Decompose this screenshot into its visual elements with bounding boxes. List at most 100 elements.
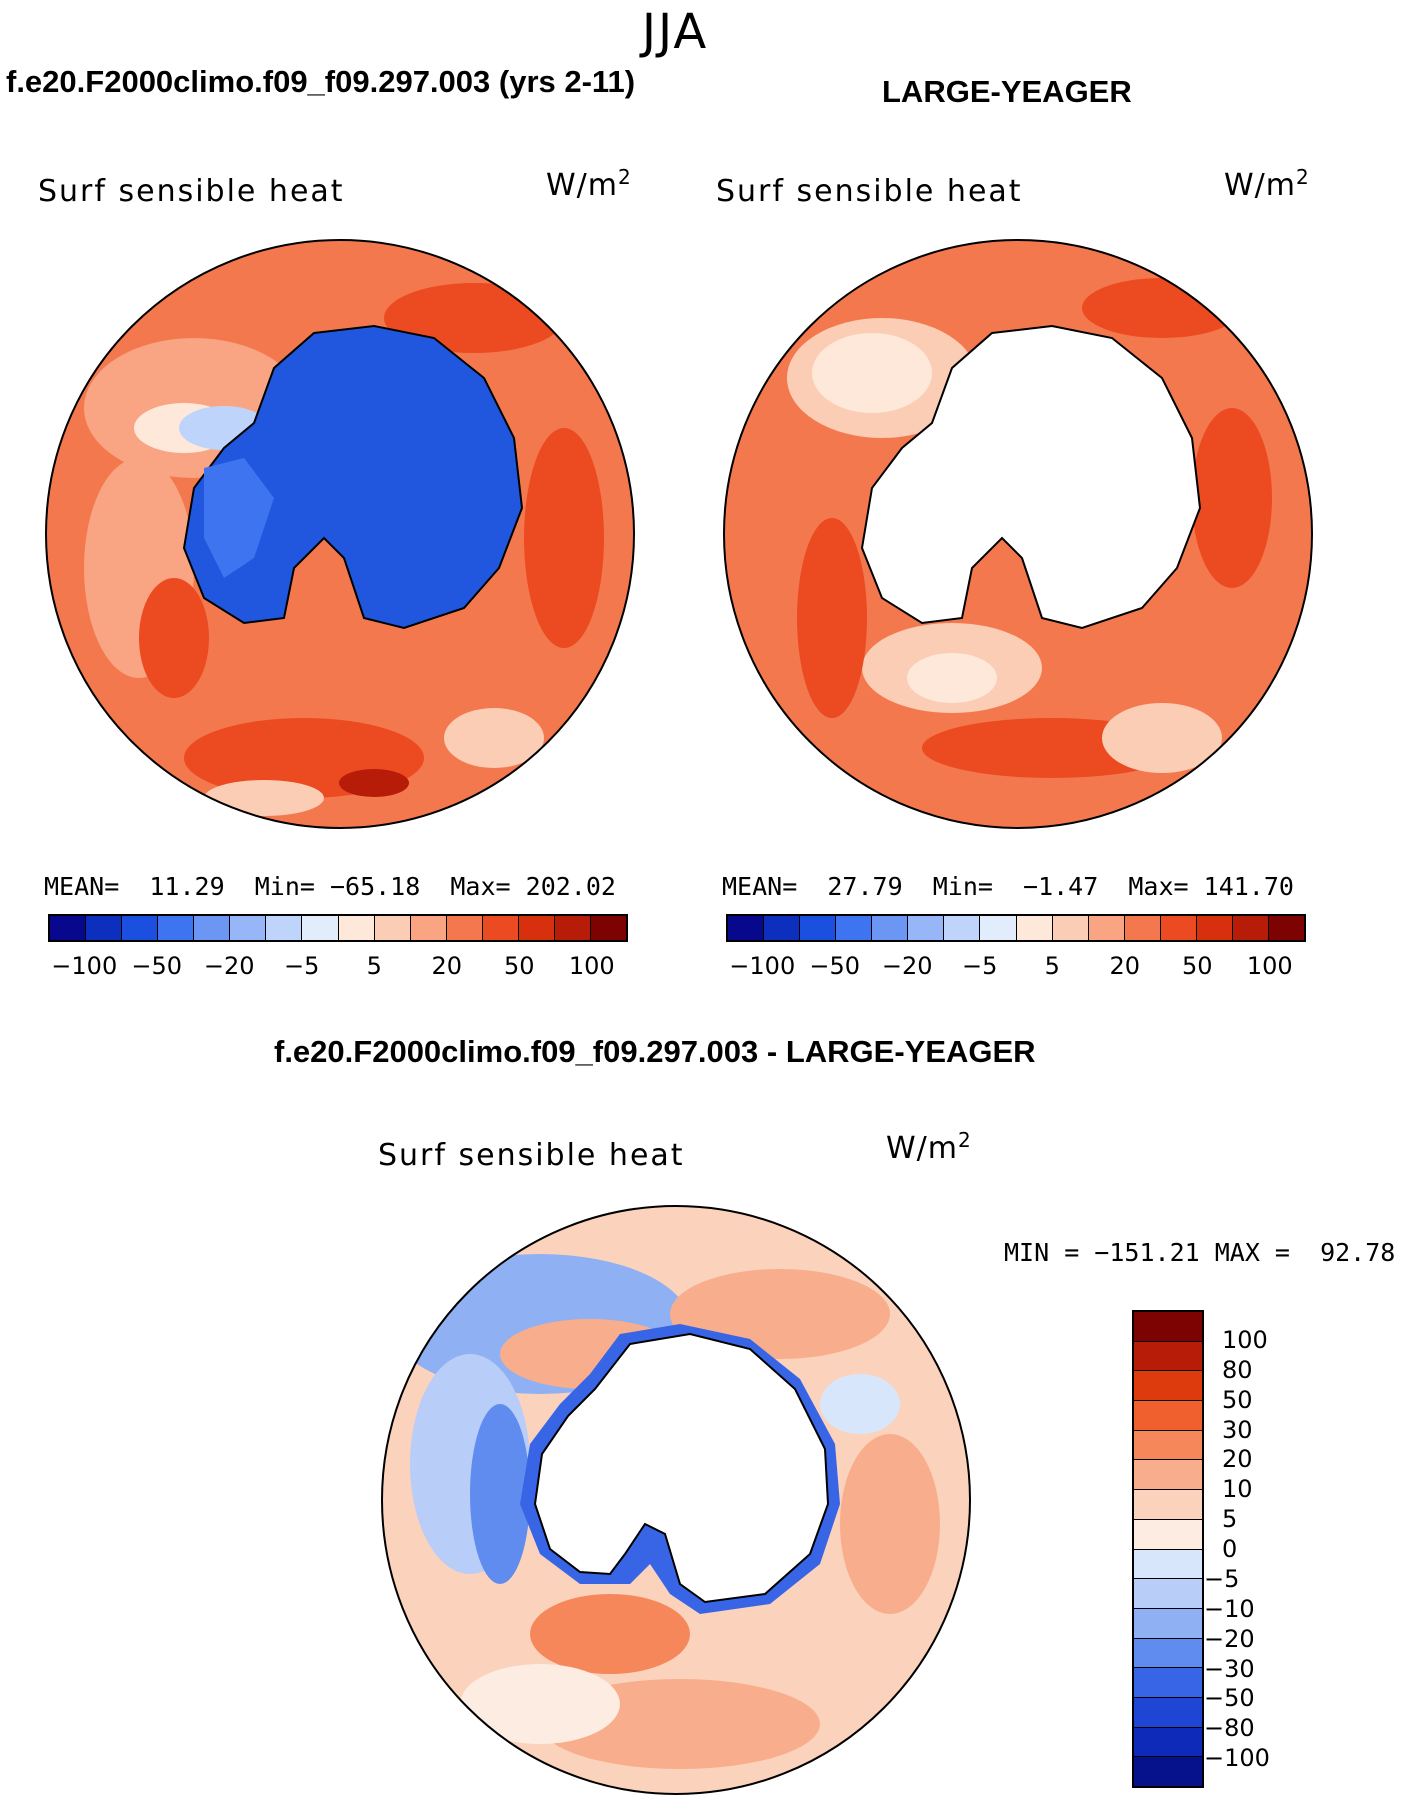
diff-colorbar-swatch — [1134, 1727, 1202, 1758]
left-polar-map — [45, 239, 635, 829]
diff-field-patch — [460, 1664, 620, 1744]
diff-colorbar-tick-label: 30 — [1222, 1415, 1253, 1444]
right-colorbar-swatch — [1232, 916, 1269, 940]
left-colorbar-tick-label: −50 — [131, 952, 183, 980]
right-colorbar-tick-label: −50 — [809, 952, 861, 980]
left-colorbar-tick-label: −5 — [284, 952, 320, 980]
left-colorbar-tick-label: 5 — [366, 952, 382, 980]
right-polar-map — [723, 239, 1313, 829]
diff-colorbar-swatch — [1134, 1549, 1202, 1580]
left-colorbar-swatch — [194, 916, 231, 940]
diff-field-patch — [820, 1374, 900, 1434]
left-colorbar-swatch — [554, 916, 591, 940]
right-colorbar-swatch — [764, 916, 801, 940]
right-colorbar-tick-label: −20 — [881, 952, 933, 980]
diff-colorbar-swatch — [1134, 1608, 1202, 1639]
diff-colorbar-tick-label: −30 — [1204, 1654, 1255, 1683]
season-title: JJA — [641, 4, 709, 60]
left-units: W/m2 — [546, 165, 632, 203]
right-colorbar-swatch — [1016, 916, 1053, 940]
right-colorbar-swatch — [908, 916, 945, 940]
left-field-patch — [204, 780, 324, 816]
left-field-patch — [524, 428, 604, 648]
diff-units: W/m2 — [886, 1128, 972, 1166]
diff-colorbar-tick-label: −5 — [1204, 1564, 1240, 1593]
left-field-patch — [444, 708, 544, 768]
left-colorbar-swatch — [266, 916, 303, 940]
left-colorbar-swatch — [50, 916, 87, 940]
diff-colorbar-tick-label: −20 — [1204, 1624, 1255, 1653]
diff-minmax: MIN = −151.21 MAX = 92.78 — [1004, 1238, 1396, 1267]
left-colorbar — [48, 914, 628, 942]
left-stats: MEAN= 11.29 Min= −65.18 Max= 202.02 — [44, 872, 616, 901]
right-colorbar-swatch — [1088, 916, 1125, 940]
diff-colorbar-swatch — [1134, 1490, 1202, 1520]
left-colorbar-tick-label: −20 — [203, 952, 255, 980]
diff-colorbar-swatch — [1134, 1519, 1202, 1550]
left-case-title: f.e20.F2000climo.f09_f09.297.003 (yrs 2-… — [6, 64, 636, 99]
left-colorbar-swatch — [518, 916, 555, 940]
right-field-patch — [907, 653, 997, 703]
left-colorbar-swatch — [374, 916, 411, 940]
diff-colorbar-swatch — [1134, 1341, 1202, 1372]
diff-colorbar-tick-label: −50 — [1204, 1684, 1255, 1713]
diff-antarctica — [533, 1332, 830, 1604]
left-field-patch — [339, 769, 409, 797]
diff-polar-map — [381, 1205, 971, 1795]
left-colorbar-swatch — [86, 916, 123, 940]
left-colorbar-swatch — [230, 916, 267, 940]
left-colorbar-swatch — [158, 916, 195, 940]
right-colorbar-swatch — [980, 916, 1017, 940]
diff-colorbar-tick-label: 0 — [1222, 1535, 1238, 1563]
right-field-patch — [797, 518, 867, 718]
right-colorbar — [726, 914, 1306, 942]
right-colorbar-swatch — [800, 916, 837, 940]
left-field-patch — [139, 578, 209, 698]
left-field-patch — [204, 458, 274, 578]
right-colorbar-swatch — [728, 916, 765, 940]
left-colorbar-swatch — [410, 916, 447, 940]
left-colorbar-swatch — [590, 916, 626, 940]
diff-colorbar-swatch — [1134, 1460, 1202, 1491]
diff-colorbar-swatch — [1134, 1638, 1202, 1669]
diff-field-patch — [470, 1404, 530, 1584]
right-colorbar-tick-label: 20 — [1109, 952, 1141, 980]
right-colorbar-swatch — [1052, 916, 1089, 940]
diff-colorbar-tick-label: 100 — [1222, 1325, 1268, 1354]
left-colorbar-swatch — [482, 916, 519, 940]
diff-colorbar-ticks: 100 80 50 30 20 10 5 0 −5 −10 −20 −30 −50 −80 −100 — [1204, 1310, 1292, 1788]
right-colorbar-tick-label: −5 — [962, 952, 998, 980]
right-colorbar-swatch — [1160, 916, 1197, 940]
diff-colorbar-tick-label: 80 — [1222, 1355, 1253, 1384]
diff-title: f.e20.F2000climo.f09_f09.297.003 - LARGE… — [274, 1034, 1036, 1069]
left-colorbar-tick-label: 50 — [503, 952, 535, 980]
diff-field-patch — [840, 1434, 940, 1614]
right-colorbar-swatch — [1268, 916, 1304, 940]
left-field-label: Surf sensible heat — [38, 174, 345, 209]
right-colorbar-swatch — [1196, 916, 1233, 940]
left-colorbar-swatch — [446, 916, 483, 940]
right-colorbar-tick-label: 50 — [1181, 952, 1213, 980]
diff-colorbar — [1132, 1310, 1204, 1788]
right-stats: MEAN= 27.79 Min= −1.47 Max= 141.70 — [722, 872, 1294, 901]
diff-colorbar-tick-label: 20 — [1222, 1445, 1253, 1474]
right-colorbar-tick-label: 5 — [1044, 952, 1060, 980]
left-colorbar-swatch — [122, 916, 159, 940]
diff-colorbar-swatch — [1134, 1668, 1202, 1698]
right-case-title: LARGE-YEAGER — [882, 74, 1132, 109]
diff-colorbar-tick-label: 50 — [1222, 1385, 1253, 1414]
left-colorbar-swatch — [302, 916, 339, 940]
diff-colorbar-swatch — [1134, 1371, 1202, 1402]
right-units: W/m2 — [1224, 165, 1310, 203]
right-colorbar-swatch — [944, 916, 981, 940]
diff-colorbar-tick-label: −10 — [1204, 1594, 1255, 1623]
left-colorbar-swatch — [338, 916, 375, 940]
diff-colorbar-swatch — [1134, 1757, 1202, 1786]
diff-field-patch — [530, 1594, 690, 1674]
left-colorbar-tick-label: −100 — [51, 952, 118, 980]
diff-colorbar-swatch — [1134, 1312, 1202, 1342]
right-colorbar-swatch — [836, 916, 873, 940]
right-field-patch — [1192, 408, 1272, 588]
diff-colorbar-swatch — [1134, 1697, 1202, 1728]
right-antarctica — [860, 324, 1202, 630]
